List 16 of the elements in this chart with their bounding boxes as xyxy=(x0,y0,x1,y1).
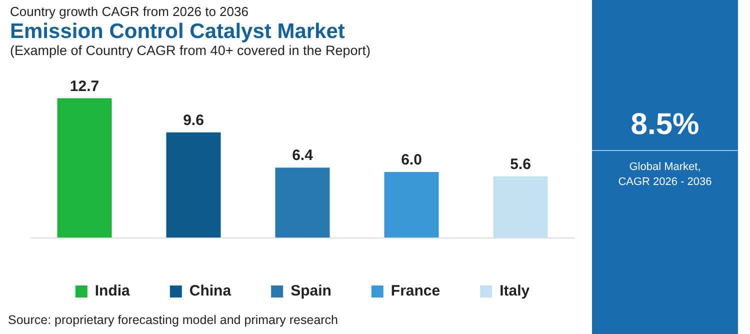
data-label: 12.7 xyxy=(70,78,100,95)
legend-label: Spain xyxy=(290,282,332,300)
data-label: 9.6 xyxy=(183,112,204,130)
text: 8.5% xyxy=(630,108,700,142)
text: Global Market, CAGR 2026 - 2036 xyxy=(617,160,713,190)
chart-subtitle: Country growth CAGR from 2026 to 2036 xyxy=(10,4,248,19)
data-label: 6.0 xyxy=(401,152,422,169)
legend-label: India xyxy=(94,282,131,300)
x-axis-title: (Example of Country CAGR from 40+ covered in the Report) xyxy=(10,43,371,58)
legend-label: France xyxy=(390,282,440,300)
legend-label: Italy xyxy=(500,282,530,300)
chart-title: Emission Control Catalyst Market xyxy=(10,20,345,44)
legend-label: China xyxy=(189,282,232,300)
data-label: 6.4 xyxy=(292,147,314,164)
data-label: 5.6 xyxy=(510,156,531,174)
source-note: Source: proprietary forecasting model and primary research xyxy=(8,313,338,327)
